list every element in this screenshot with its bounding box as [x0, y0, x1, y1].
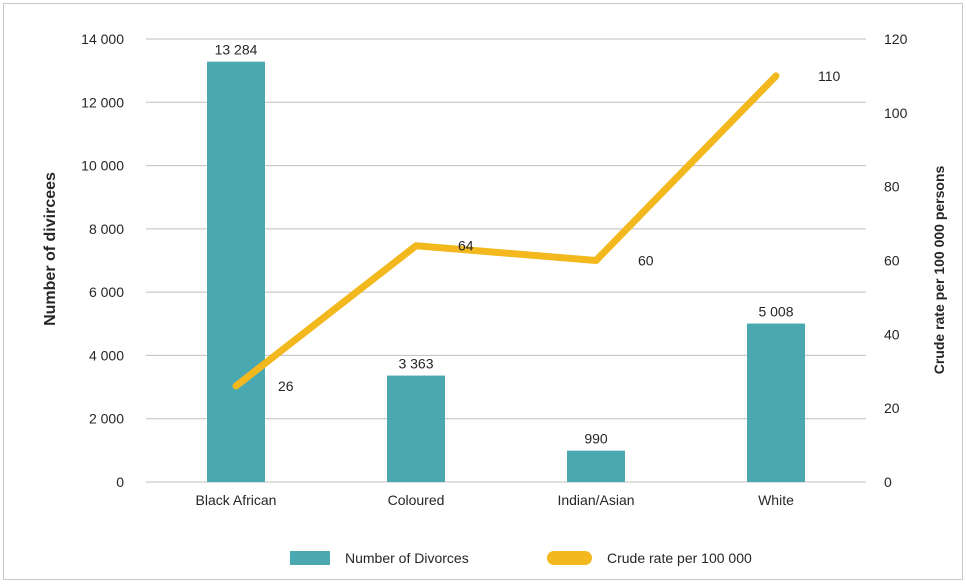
- legend: Number of Divorces Crude rate per 100 000: [290, 550, 752, 566]
- rate-point-1: [415, 245, 417, 247]
- y-right-tick-label: 120: [884, 31, 908, 47]
- y-left-tick-label: 8 000: [89, 221, 124, 237]
- y-left-axis-title: Number of divircees: [42, 172, 59, 326]
- bars: [207, 61, 805, 483]
- rate-point-0: [235, 385, 237, 387]
- combo-chart: 13 284 3 363 990 5 008 26 64 60 110 0 2 000 4 000…: [42, 31, 947, 566]
- y-left-tick-label: 10 000: [81, 158, 124, 174]
- rate-value-label: 60: [638, 253, 654, 269]
- x-category-label: Black African: [196, 492, 277, 508]
- y-right-axis-title: Crude rate per 100 000 persons: [931, 166, 947, 375]
- rate-line-path: [232, 72, 780, 390]
- x-category-label: Coloured: [388, 492, 445, 508]
- y-left-tick-label: 2 000: [89, 411, 124, 427]
- legend-label-bars: Number of Divorces: [345, 550, 469, 566]
- chart-frame: 13 284 3 363 990 5 008 26 64 60 110 0 2 000 4 000…: [3, 3, 963, 580]
- bar-2: [567, 450, 625, 482]
- rate-value-label: 64: [458, 238, 474, 254]
- y-left-tick-label: 12 000: [81, 94, 124, 110]
- y-right-tick-label: 20: [884, 400, 900, 416]
- y-right-tick-label: 60: [884, 253, 900, 269]
- bar-value-label: 990: [584, 431, 608, 447]
- bar-value-label: 13 284: [215, 42, 258, 58]
- legend-swatch-line: [547, 551, 592, 565]
- legend-label-line: Crude rate per 100 000: [607, 550, 752, 566]
- bar-1: [387, 375, 445, 482]
- gridlines: [146, 38, 866, 483]
- rate-point-2: [595, 260, 597, 261]
- y-right-tick-label: 80: [884, 179, 900, 195]
- y-right-tick-label: 40: [884, 326, 900, 342]
- x-category-label: White: [758, 492, 794, 508]
- y-left-tick-label: 0: [116, 474, 124, 490]
- axis-ticks: 0 2 000 4 000 6 000 8 000 10 000 12 000 14 000 0…: [81, 31, 907, 508]
- y-left-tick-label: 4 000: [89, 347, 124, 363]
- y-right-tick-label: 0: [884, 474, 892, 490]
- bar-value-label: 3 363: [398, 356, 433, 372]
- rate-value-label: 26: [278, 378, 294, 394]
- bar-value-label: 5 008: [758, 304, 793, 320]
- rate-line: [232, 72, 780, 390]
- y-left-tick-label: 6 000: [89, 284, 124, 300]
- bar-0: [207, 61, 265, 483]
- rate-value-label: 110: [818, 68, 841, 84]
- legend-swatch-bars: [290, 551, 330, 565]
- x-category-label: Indian/Asian: [557, 492, 634, 508]
- y-right-tick-label: 100: [884, 105, 908, 121]
- rate-point-3: [775, 75, 777, 77]
- data-labels: 13 284 3 363 990 5 008 26 64 60 110: [215, 42, 841, 447]
- y-left-tick-label: 14 000: [81, 31, 124, 47]
- bar-3: [747, 323, 805, 482]
